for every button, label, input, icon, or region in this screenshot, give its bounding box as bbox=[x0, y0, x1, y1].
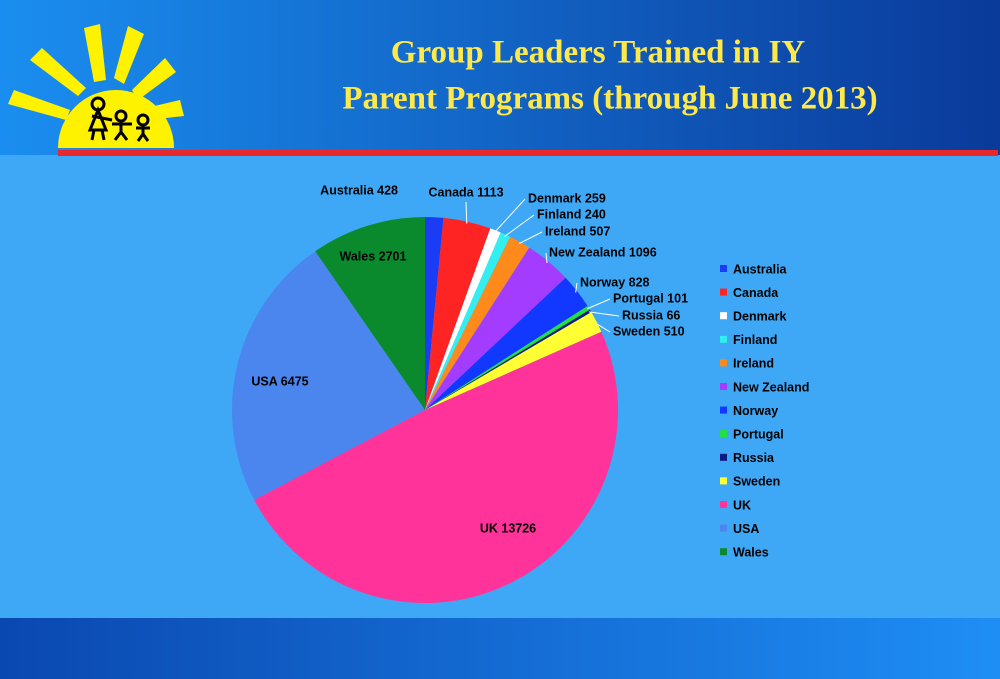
footer-band bbox=[0, 618, 1000, 679]
leader-line bbox=[594, 322, 611, 333]
legend-swatch bbox=[720, 477, 727, 485]
legend-label: Wales bbox=[733, 545, 769, 559]
data-label: Wales 2701 bbox=[340, 249, 407, 263]
data-label: Norway 828 bbox=[580, 275, 650, 289]
pie-slice bbox=[425, 232, 511, 410]
legend-swatch bbox=[720, 524, 727, 532]
data-label: Sweden 510 bbox=[613, 324, 685, 338]
chart-title: Parent Programs (through June 2013) bbox=[342, 81, 877, 117]
legend-label: Ireland bbox=[733, 357, 774, 371]
data-label: Canada 1113 bbox=[428, 185, 503, 199]
legend-swatch bbox=[720, 383, 727, 390]
leader-line bbox=[465, 201, 468, 224]
leader-line bbox=[545, 252, 548, 264]
legend-label: Denmark bbox=[733, 309, 787, 323]
legend-swatch bbox=[720, 335, 727, 343]
data-label: New Zealand 1096 bbox=[549, 245, 657, 259]
data-label: Australia 428 bbox=[320, 183, 398, 197]
pie-slice bbox=[425, 217, 444, 410]
legend-label: Portugal bbox=[733, 427, 784, 441]
data-label: Finland 240 bbox=[537, 207, 606, 221]
data-label: Russia 66 bbox=[622, 308, 680, 322]
pie-slice bbox=[425, 228, 501, 410]
data-label: Denmark 259 bbox=[528, 191, 606, 205]
leader-line bbox=[575, 282, 578, 293]
data-label: Portugal 101 bbox=[613, 291, 688, 305]
legend-label: New Zealand bbox=[733, 380, 809, 394]
legend-swatch bbox=[720, 501, 727, 508]
data-label: USA 6475 bbox=[251, 374, 308, 388]
legend-label: Australia bbox=[733, 262, 788, 276]
pie-slice bbox=[425, 217, 491, 410]
legend-swatch bbox=[720, 548, 727, 556]
leader-line bbox=[518, 231, 543, 245]
pie-slice bbox=[425, 277, 588, 410]
legend-label: Sweden bbox=[733, 475, 780, 489]
legend-label: USA bbox=[733, 522, 759, 536]
leader-line bbox=[586, 298, 611, 310]
pie-slice bbox=[315, 217, 425, 410]
pie-slice bbox=[254, 331, 618, 603]
legend-label: Norway bbox=[733, 404, 778, 418]
pie-slice bbox=[425, 309, 592, 410]
pie-slice bbox=[425, 247, 566, 410]
header-rule bbox=[58, 150, 998, 156]
legend-swatch bbox=[720, 312, 727, 320]
legend-swatch bbox=[720, 453, 727, 461]
leader-line bbox=[504, 214, 535, 237]
legend-swatch bbox=[720, 430, 727, 438]
legend-label: UK bbox=[733, 498, 751, 512]
legend-label: Canada bbox=[733, 286, 779, 300]
legend-swatch bbox=[720, 288, 727, 296]
pie-slice bbox=[425, 312, 602, 410]
legend-swatch bbox=[720, 265, 727, 272]
legend-swatch bbox=[720, 406, 727, 414]
chart-title: Group Leaders Trained in IY bbox=[391, 35, 806, 71]
logo bbox=[8, 24, 184, 148]
leader-line bbox=[494, 198, 526, 233]
leader-line bbox=[588, 311, 620, 317]
data-label: Ireland 507 bbox=[545, 224, 610, 238]
pie-slice bbox=[425, 305, 590, 410]
pie-slice bbox=[425, 236, 530, 410]
legend-swatch bbox=[720, 359, 727, 367]
pie-slice bbox=[232, 251, 425, 500]
data-label: UK 13726 bbox=[480, 521, 536, 535]
legend-label: Finland bbox=[733, 333, 777, 347]
legend-label: Russia bbox=[733, 451, 775, 465]
